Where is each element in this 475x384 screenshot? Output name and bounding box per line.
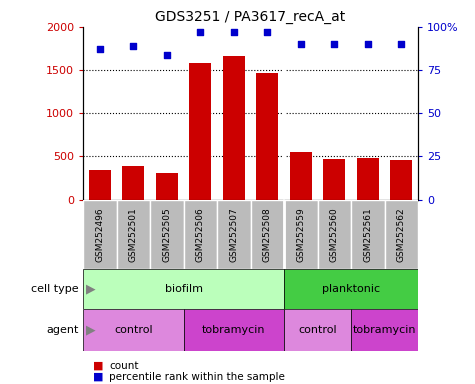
Text: tobramycin: tobramycin (353, 325, 416, 335)
Bar (290, 152, 312, 200)
FancyBboxPatch shape (184, 309, 284, 351)
FancyBboxPatch shape (117, 200, 150, 269)
Point (364, 41, 371, 47)
Text: GSM252505: GSM252505 (162, 207, 171, 262)
Text: ■: ■ (93, 372, 103, 382)
Text: GSM252562: GSM252562 (397, 207, 406, 262)
FancyBboxPatch shape (351, 309, 418, 351)
Text: GSM252507: GSM252507 (229, 207, 238, 262)
Bar (123, 166, 144, 200)
Bar (223, 56, 245, 200)
Bar (89, 170, 111, 200)
Text: GSM252559: GSM252559 (296, 207, 305, 262)
FancyBboxPatch shape (83, 200, 117, 269)
Point (163, 51, 171, 58)
Point (264, 29, 271, 35)
Bar (256, 73, 278, 200)
FancyBboxPatch shape (284, 200, 317, 269)
FancyBboxPatch shape (385, 200, 418, 269)
Text: GSM252496: GSM252496 (95, 207, 104, 262)
Point (331, 41, 338, 47)
FancyBboxPatch shape (284, 309, 351, 351)
Text: GSM252561: GSM252561 (363, 207, 372, 262)
Text: control: control (298, 325, 337, 335)
Text: ▶: ▶ (86, 324, 95, 337)
Text: ■: ■ (93, 361, 103, 371)
Bar (357, 158, 379, 200)
FancyBboxPatch shape (217, 200, 251, 269)
FancyBboxPatch shape (251, 200, 284, 269)
Point (230, 29, 238, 35)
FancyBboxPatch shape (184, 200, 217, 269)
Text: GSM252501: GSM252501 (129, 207, 138, 262)
Point (197, 29, 204, 35)
Point (130, 43, 137, 49)
Point (96, 46, 104, 53)
Text: cell type: cell type (31, 284, 78, 294)
FancyBboxPatch shape (317, 200, 351, 269)
FancyBboxPatch shape (83, 309, 184, 351)
FancyBboxPatch shape (351, 200, 385, 269)
Bar (390, 159, 412, 200)
Text: tobramycin: tobramycin (202, 325, 266, 335)
Title: GDS3251 / PA3617_recA_at: GDS3251 / PA3617_recA_at (155, 10, 346, 25)
Text: biofilm: biofilm (165, 284, 203, 294)
Point (297, 41, 304, 47)
FancyBboxPatch shape (284, 269, 418, 309)
Text: GSM252506: GSM252506 (196, 207, 205, 262)
Text: control: control (114, 325, 152, 335)
Text: GSM252508: GSM252508 (263, 207, 272, 262)
FancyBboxPatch shape (83, 269, 284, 309)
FancyBboxPatch shape (150, 200, 184, 269)
Text: GSM252560: GSM252560 (330, 207, 339, 262)
Text: ▶: ▶ (86, 283, 95, 295)
Text: planktonic: planktonic (322, 284, 380, 294)
Bar (323, 159, 345, 200)
Text: count: count (109, 361, 139, 371)
Bar (156, 173, 178, 200)
Bar (190, 63, 211, 200)
Point (398, 41, 405, 47)
Text: agent: agent (46, 325, 78, 335)
Text: percentile rank within the sample: percentile rank within the sample (109, 372, 285, 382)
